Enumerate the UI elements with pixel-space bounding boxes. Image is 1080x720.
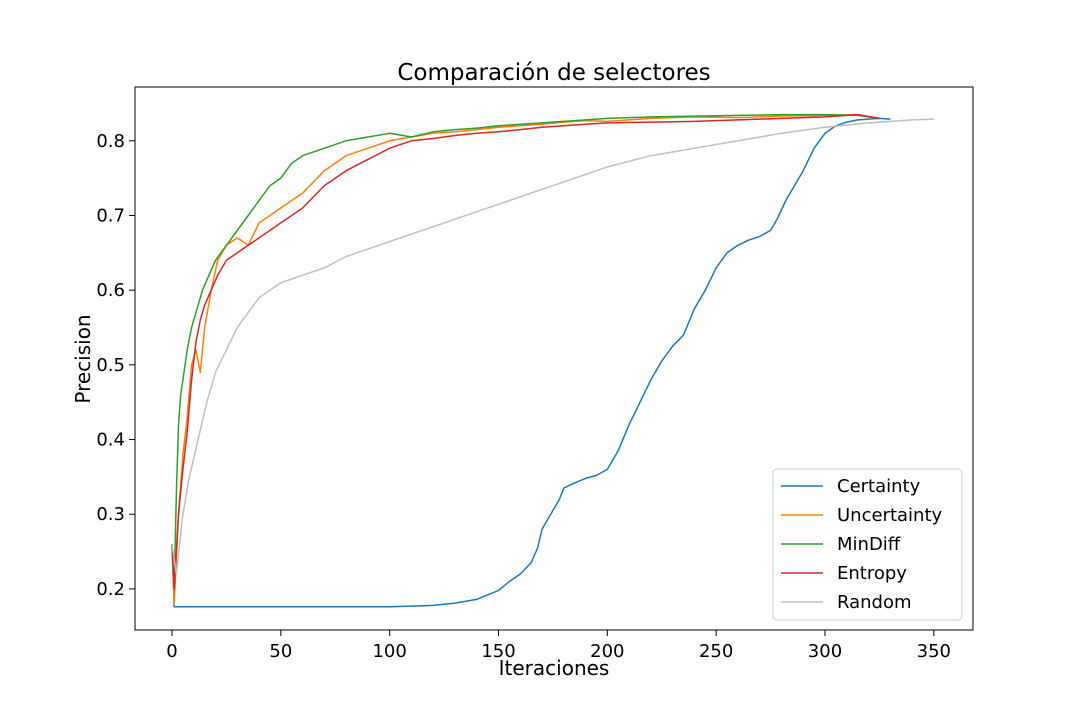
x-tick-label: 350	[917, 641, 951, 662]
y-tick-label: 0.3	[96, 504, 125, 525]
y-tick-label: 0.4	[96, 430, 125, 451]
y-tick-label: 0.7	[96, 205, 125, 226]
x-tick-label: 200	[590, 641, 624, 662]
x-axis: 0 50 100 150 200 250 300 350	[166, 630, 951, 662]
legend-label-certainty: Certainty	[837, 476, 921, 497]
x-tick-label: 300	[808, 641, 842, 662]
x-tick-label: 100	[372, 641, 406, 662]
y-tick-label: 0.8	[96, 131, 125, 152]
series-line-certainty	[171, 117, 891, 608]
x-tick-label: 50	[269, 641, 292, 662]
plot-frame	[134, 86, 974, 631]
chart-title: Comparación de selectores	[397, 60, 710, 86]
legend-label-random: Random	[837, 592, 912, 613]
legend-box	[772, 468, 963, 621]
series-line-random	[171, 118, 934, 575]
y-tick-label: 0.5	[96, 355, 125, 376]
x-tick-label: 150	[481, 641, 515, 662]
x-axis-label: Iteraciones	[499, 656, 610, 680]
series-line-uncertainty	[171, 113, 880, 605]
legend-label-entropy: Entropy	[837, 563, 907, 584]
legend-label-uncertainty: Uncertainty	[837, 505, 943, 526]
legend: Certainty Uncertainty MinDiff Entropy Random	[772, 468, 963, 621]
x-tick-label: 0	[166, 641, 177, 662]
series-line-mindiff	[171, 113, 880, 590]
y-tick-label: 0.6	[96, 280, 125, 301]
y-axis-label: Precision	[71, 314, 95, 403]
legend-label-mindiff: MinDiff	[837, 534, 901, 555]
x-tick-label: 250	[699, 641, 733, 662]
y-tick-label: 0.2	[96, 579, 125, 600]
series-line-entropy	[171, 113, 880, 590]
series-layer	[171, 113, 934, 608]
y-axis: 0.2 0.3 0.4 0.5 0.6 0.7 0.8	[96, 131, 135, 600]
